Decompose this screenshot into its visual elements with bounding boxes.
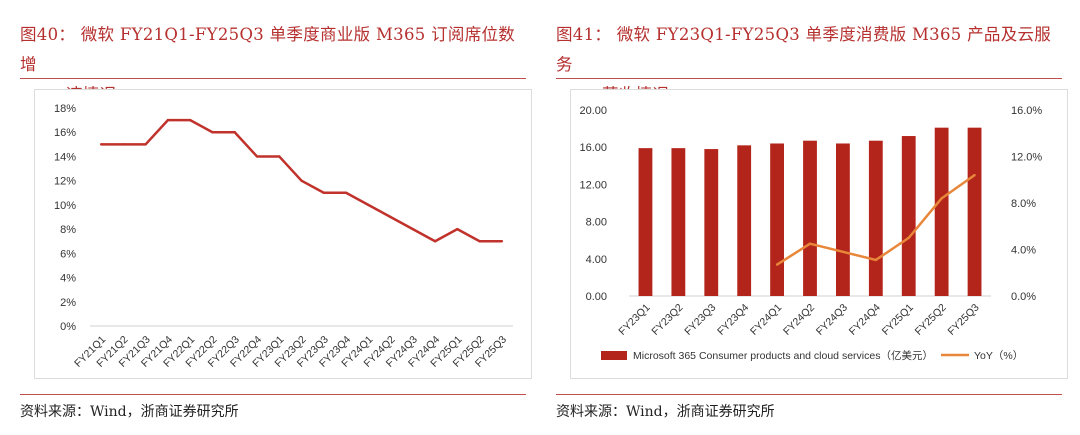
- chart-panel-consumer-revenue: 图41： 微软 FY23Q1-FY25Q3 单季度消费版 M365 产品及云服务…: [556, 0, 1068, 435]
- y-tick-label: 18%: [54, 103, 76, 115]
- chart-frame: 0% 2% 4% 6% 8% 10% 12% 14% 16% 18% FY21Q1 FY21Q2 FY2…: [34, 89, 532, 379]
- consumer-revenue-combo-chart: 0.00 4.00 8.00 12.00 16.00 20.00 0.0% 4.0% 8.0% 1…: [579, 105, 1042, 362]
- yoy-data-point: [775, 263, 779, 266]
- y-tick-label: 14%: [54, 151, 76, 163]
- source-note: 资料来源：Wind，浙商证券研究所: [20, 404, 239, 420]
- y-right-tick-label: 0.0%: [1011, 291, 1036, 303]
- data-point: [500, 240, 504, 243]
- x-tick-label: FY23Q2: [649, 302, 685, 338]
- yoy-data-point: [907, 236, 910, 240]
- chart-panel-commercial-seats: 图40： 微软 FY21Q1-FY25Q3 单季度商业版 M365 订阅席位数增…: [20, 0, 532, 435]
- chart-title-line1: 图41： 微软 FY23Q1-FY25Q3 单季度消费版 M365 产品及云服务: [556, 25, 1052, 74]
- revenue-bar: [638, 148, 653, 296]
- y-tick-label: 16%: [54, 127, 76, 139]
- data-point: [255, 155, 259, 158]
- data-point: [344, 191, 348, 194]
- revenue-bar: [803, 140, 817, 296]
- x-tick-label: FY25Q3: [946, 302, 982, 338]
- y-left-tick-label: 12.00: [579, 179, 607, 191]
- revenue-bar: [835, 143, 850, 296]
- data-point: [456, 227, 459, 231]
- y-right-tick-label: 16.0%: [1011, 105, 1042, 117]
- yoy-data-point: [874, 258, 878, 262]
- title-divider: [20, 78, 526, 79]
- revenue-bar: [967, 127, 982, 296]
- revenue-bar: [704, 149, 719, 296]
- y-right-tick-label: 4.0%: [1011, 245, 1036, 257]
- yoy-data-point: [841, 250, 845, 254]
- revenue-bar: [671, 148, 686, 296]
- revenue-bar: [901, 136, 916, 296]
- x-tick-label: FY23Q1: [616, 302, 652, 338]
- y-left-tick-label: 8.00: [586, 217, 607, 229]
- x-tick-label: FY24Q1: [748, 302, 784, 338]
- data-point: [188, 118, 192, 122]
- data-point: [144, 143, 147, 146]
- revenue-bar: [868, 140, 883, 296]
- y-tick-label: 8%: [60, 224, 76, 236]
- x-tick-label: FY24Q3: [814, 302, 850, 338]
- data-point: [433, 240, 437, 243]
- y-left-tick-label: 16.00: [579, 142, 607, 154]
- y-tick-label: 2%: [60, 297, 76, 309]
- data-point: [478, 240, 481, 243]
- data-point: [367, 203, 370, 207]
- x-tick-label: FY23Q4: [715, 302, 751, 338]
- revenue-bar: [934, 127, 949, 296]
- x-tick-label: FY23Q3: [682, 302, 718, 338]
- title-divider: [556, 78, 1062, 79]
- source-divider: [556, 394, 1062, 395]
- legend-label-revenue: Microsoft 365 Consumer products and clou…: [633, 349, 933, 362]
- data-point: [122, 143, 125, 146]
- data-point: [166, 118, 170, 122]
- y-left-tick-label: 4.00: [586, 254, 607, 266]
- revenue-bar: [737, 145, 752, 296]
- data-point: [233, 131, 236, 134]
- yoy-data-point: [973, 173, 976, 177]
- y-tick-label: 0%: [60, 321, 76, 333]
- data-point: [389, 215, 392, 219]
- y-tick-label: 4%: [60, 273, 76, 285]
- y-left-tick-label: 20.00: [579, 105, 607, 117]
- x-tick-label: FY24Q4: [847, 302, 883, 338]
- x-tick-label: FY24Q2: [781, 302, 817, 338]
- y-left-tick-label: 0.00: [586, 291, 607, 303]
- data-point: [322, 191, 325, 194]
- data-point: [211, 131, 214, 134]
- data-point: [99, 143, 103, 146]
- legend-swatch-revenue: [601, 351, 627, 360]
- legend-label-yoy: YoY（%）: [974, 350, 1023, 362]
- y-tick-label: 12%: [54, 176, 76, 188]
- revenue-bar: [770, 143, 785, 296]
- data-point: [300, 179, 303, 182]
- chart-frame: 0.00 4.00 8.00 12.00 16.00 20.00 0.0% 4.0% 8.0% 1…: [570, 89, 1068, 379]
- data-point: [411, 227, 415, 231]
- seat-growth-line-chart: 0%2%4%6%8%10%12%14%16%18%FY21Q1FY21Q2FY2…: [54, 103, 513, 370]
- y-tick-label: 6%: [60, 248, 76, 260]
- chart-title-line1: 图40： 微软 FY21Q1-FY25Q3 单季度商业版 M365 订阅席位数增: [20, 25, 516, 74]
- y-tick-label: 10%: [54, 200, 76, 212]
- yoy-data-point: [940, 197, 943, 200]
- x-tick-label: FY25Q1: [880, 302, 916, 338]
- y-right-tick-label: 12.0%: [1011, 152, 1042, 164]
- y-right-tick-label: 8.0%: [1011, 198, 1036, 210]
- x-tick-label: FY25Q2: [913, 302, 949, 338]
- source-note: 资料来源：Wind，浙商证券研究所: [556, 404, 775, 420]
- source-divider: [20, 394, 526, 395]
- data-point: [278, 155, 281, 158]
- yoy-data-point: [808, 242, 812, 245]
